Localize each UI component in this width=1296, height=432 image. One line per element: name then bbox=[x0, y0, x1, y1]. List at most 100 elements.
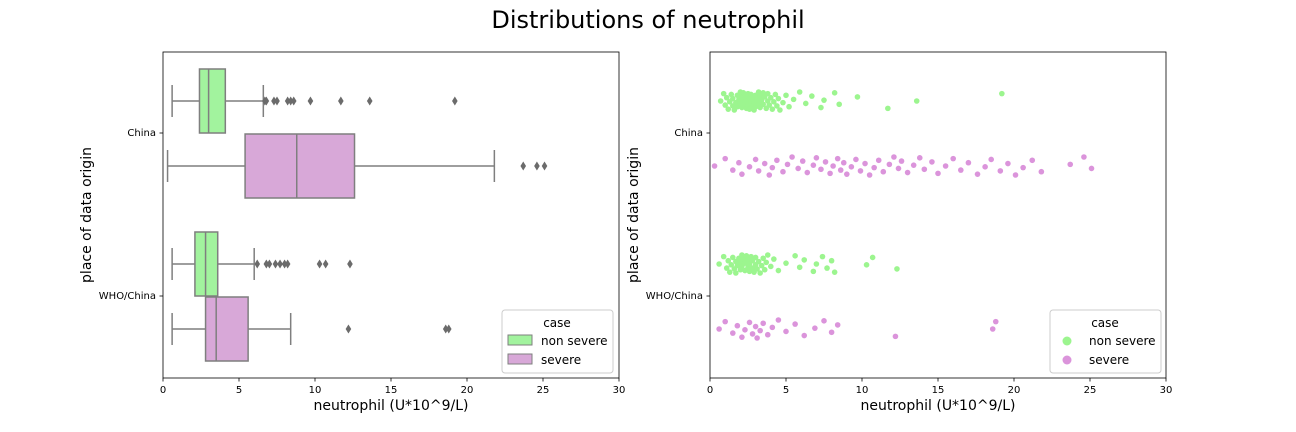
stripplot-non-severe-china-point-62 bbox=[809, 93, 815, 99]
boxplot-legend-swatch-non-severe bbox=[507, 334, 533, 346]
stripplot-xtick-label-25: 25 bbox=[1084, 385, 1097, 396]
stripplot-non-severe-who-china-point-29 bbox=[752, 254, 759, 261]
stripplot-non-severe-who-china-point-38 bbox=[768, 263, 774, 270]
stripplot-severe-china-point-4 bbox=[739, 171, 745, 177]
stripplot-non-severe-china-point-63 bbox=[818, 104, 824, 111]
stripplot-non-severe-who-china-point-34 bbox=[760, 255, 766, 262]
stripplot-non-severe-china-point-51 bbox=[771, 99, 777, 105]
stripplot-non-severe-china-point-0 bbox=[717, 98, 724, 104]
stripplot-non-severe-who-china-point-2 bbox=[723, 265, 730, 271]
stripplot-severe-china-point-13 bbox=[784, 161, 791, 168]
stripplot-severe-china-point-44 bbox=[929, 159, 935, 165]
stripplot-non-severe-who-china-point-45 bbox=[810, 268, 817, 275]
stripplot-non-severe-china-point-58 bbox=[786, 103, 792, 110]
stripplot-severe-china-point-16 bbox=[799, 158, 806, 164]
boxplot-severe-china-box bbox=[244, 133, 356, 199]
stripplot-severe-china-point-22 bbox=[827, 170, 833, 177]
boxplot-non-severe-who-china-outlier-1 bbox=[263, 259, 270, 269]
stripplot-severe-who-china-point-15 bbox=[783, 328, 789, 335]
stripplot-xtick-label-0: 0 bbox=[707, 385, 713, 396]
boxplot-xtick-label-25: 25 bbox=[537, 385, 550, 396]
stripplot-xtick-label-5: 5 bbox=[783, 385, 789, 396]
stripplot-severe-china-point-57 bbox=[1029, 157, 1036, 164]
stripplot-severe-china-point-31 bbox=[862, 160, 868, 167]
boxplot-xtick-label-0: 0 bbox=[160, 385, 166, 396]
stripplot-severe-china-point-9 bbox=[766, 172, 773, 178]
stripplot-severe-china-point-5 bbox=[746, 164, 753, 170]
stripplot-severe-who-china-point-16 bbox=[792, 321, 798, 327]
stripplot-severe-china-point-38 bbox=[895, 165, 902, 172]
stripplot-severe-china-point-47 bbox=[950, 155, 956, 162]
stripplot-severe-china-point-14 bbox=[789, 154, 795, 160]
boxplot-legend-title: case bbox=[543, 316, 571, 330]
stripplot-severe-china-point-15 bbox=[795, 165, 801, 172]
stripplot-non-severe-who-china-point-0 bbox=[716, 261, 722, 267]
boxplot-non-severe-china-outlier-3 bbox=[274, 96, 280, 106]
stripplot-legend-label-severe: severe bbox=[1089, 353, 1129, 367]
stripplot-non-severe-who-china-point-31 bbox=[755, 258, 762, 265]
stripplot-non-severe-china-point-61 bbox=[802, 100, 809, 107]
stripplot-ytick-who-china: WHO/China bbox=[646, 291, 703, 302]
stripplot-non-severe-who-china-point-41 bbox=[783, 260, 789, 266]
stripplot-non-severe-who-china-point-5 bbox=[728, 262, 735, 268]
boxplot-non-severe-who-china-outlier-4 bbox=[277, 259, 283, 269]
stripplot-severe-who-china-point-7 bbox=[749, 331, 756, 337]
stripplot-severe-china-point-0 bbox=[711, 163, 718, 169]
stripplot-non-severe-china-point-66 bbox=[836, 101, 842, 108]
stripplot-severe-china-point-1 bbox=[722, 155, 728, 162]
stripplot-non-severe-who-china-point-36 bbox=[763, 259, 770, 266]
stripplot-legend-marker-severe bbox=[1062, 355, 1072, 365]
stripplot-non-severe-china-point-2 bbox=[722, 102, 728, 108]
stripplot-severe-china-point-43 bbox=[921, 166, 928, 173]
stripplot-non-severe-china-point-52 bbox=[772, 91, 779, 98]
stripplot-severe-who-china-point-3 bbox=[734, 322, 741, 329]
stripplot-severe-china-point-25 bbox=[837, 167, 844, 173]
boxplot-non-severe-china-outlier-2 bbox=[271, 96, 277, 106]
stripplot-non-severe-who-china-point-32 bbox=[757, 270, 763, 276]
stripplot-non-severe-who-china-point-35 bbox=[761, 266, 768, 273]
stripplot-severe-who-china-point-12 bbox=[764, 331, 771, 338]
stripplot-non-severe-who-china-point-46 bbox=[813, 261, 820, 267]
stripplot-severe-who-china-point-5 bbox=[742, 327, 748, 333]
boxplot-panel: 0 5 10 15 20 25 30 China WHO/China neutrophil … bbox=[79, 51, 625, 414]
stripplot-severe-china-point-10 bbox=[769, 164, 776, 171]
stripplot-non-severe-china-point-54 bbox=[775, 95, 782, 102]
stripplot-severe-china-point-39 bbox=[898, 158, 905, 164]
boxplot-ytick-china: China bbox=[127, 128, 156, 139]
stripplot-non-severe-who-china-point-9 bbox=[733, 270, 739, 276]
stripplot-panel: 0 5 10 15 20 25 30 China WHO/China neutrophil … bbox=[626, 51, 1173, 414]
boxplot-non-severe-who-china-outlier-7 bbox=[316, 259, 323, 269]
stripplot-severe-china-point-3 bbox=[736, 159, 742, 166]
boxplot-xtick-label-20: 20 bbox=[461, 385, 474, 396]
stripplot-non-severe-who-china-point-42 bbox=[792, 253, 798, 259]
stripplot-severe-china-point-20 bbox=[818, 166, 824, 173]
stripplot-severe-who-china-point-2 bbox=[730, 330, 736, 336]
stripplot-non-severe-who-china-point-48 bbox=[824, 265, 830, 271]
stripplot-non-severe-china-point-57 bbox=[783, 92, 789, 99]
stripplot-severe-who-china-point-20 bbox=[828, 329, 835, 336]
stripplot-non-severe-china-point-56 bbox=[780, 99, 786, 106]
stripplot-severe-who-china-point-14 bbox=[775, 317, 782, 323]
stripplot-severe-china-point-28 bbox=[848, 164, 855, 170]
stripplot-severe-china-point-21 bbox=[822, 159, 829, 165]
stripplot-x-ticks: 0 5 10 15 20 25 30 bbox=[707, 378, 1173, 396]
stripplot-severe-china-point-11 bbox=[774, 157, 780, 164]
stripplot-severe-china-point-8 bbox=[761, 160, 768, 167]
stripplot-severe-china-point-54 bbox=[1005, 160, 1011, 167]
stripplot-severe-who-china-point-13 bbox=[769, 324, 776, 331]
boxplot-x-ticks: 0 5 10 15 20 25 30 bbox=[160, 378, 625, 396]
boxplot-non-severe-who-china-outlier-8 bbox=[322, 259, 329, 269]
boxplot-legend-label-severe: severe bbox=[541, 353, 581, 367]
stripplot-severe-china-point-56 bbox=[1020, 164, 1026, 171]
stripplot-xtick-label-15: 15 bbox=[932, 385, 945, 396]
boxplot-non-severe-china-outlier-8 bbox=[338, 96, 344, 106]
stripplot-severe-china-point-59 bbox=[1067, 161, 1074, 168]
stripplot-non-severe-who-china-point-51 bbox=[863, 262, 870, 268]
stripplot-severe-china-point-23 bbox=[830, 163, 836, 169]
stripplot-severe-china-point-27 bbox=[844, 171, 850, 177]
boxplot-xtick-label-5: 5 bbox=[236, 385, 242, 396]
stripplot-legend: case non severe severe bbox=[1049, 309, 1162, 374]
stripplot-xtick-label-30: 30 bbox=[1160, 385, 1173, 396]
stripplot-severe-china-point-12 bbox=[780, 168, 786, 175]
